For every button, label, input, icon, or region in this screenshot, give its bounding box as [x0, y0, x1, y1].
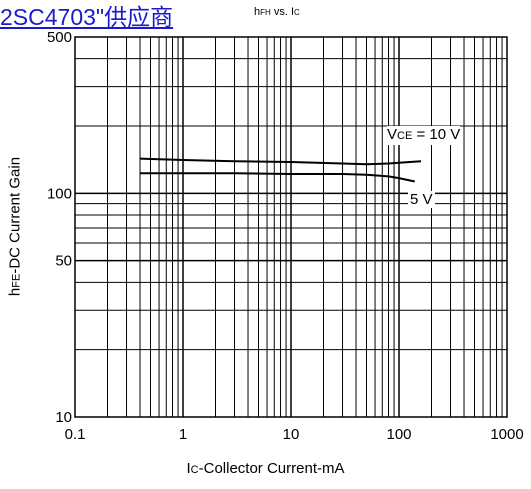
x-axis-label: IC-Collector Current-mA	[186, 460, 345, 477]
plot-frame	[74, 36, 508, 418]
grid-lines	[75, 37, 507, 417]
x-tick-label: 0.1	[65, 426, 86, 443]
series-lines	[139, 157, 422, 183]
watermark-link[interactable]: 2SC4703"供应商	[0, 2, 178, 32]
tick-labels: 0.1 1 10 100 1000 10 50 100 500	[47, 29, 524, 443]
series-label-vce-10v: VCE = 10 V	[387, 126, 461, 145]
x-tick-label: 100	[386, 426, 411, 443]
x-tick-label: 10	[283, 426, 300, 443]
x-tick-label: 1	[179, 426, 187, 443]
y-tick-label: 10	[55, 409, 72, 426]
y-axis-label: hFE-DC Current Gain	[6, 156, 24, 297]
chart-title: hFH vs. IC	[254, 6, 300, 18]
y-tick-label: 100	[47, 185, 72, 202]
series-label-5v: 5 V	[408, 191, 435, 208]
series-line-0	[139, 157, 422, 166]
series-line-1	[140, 172, 416, 183]
x-tick-label: 1000	[490, 426, 523, 443]
y-tick-label: 50	[55, 253, 72, 270]
y-tick-label: 500	[47, 29, 72, 46]
